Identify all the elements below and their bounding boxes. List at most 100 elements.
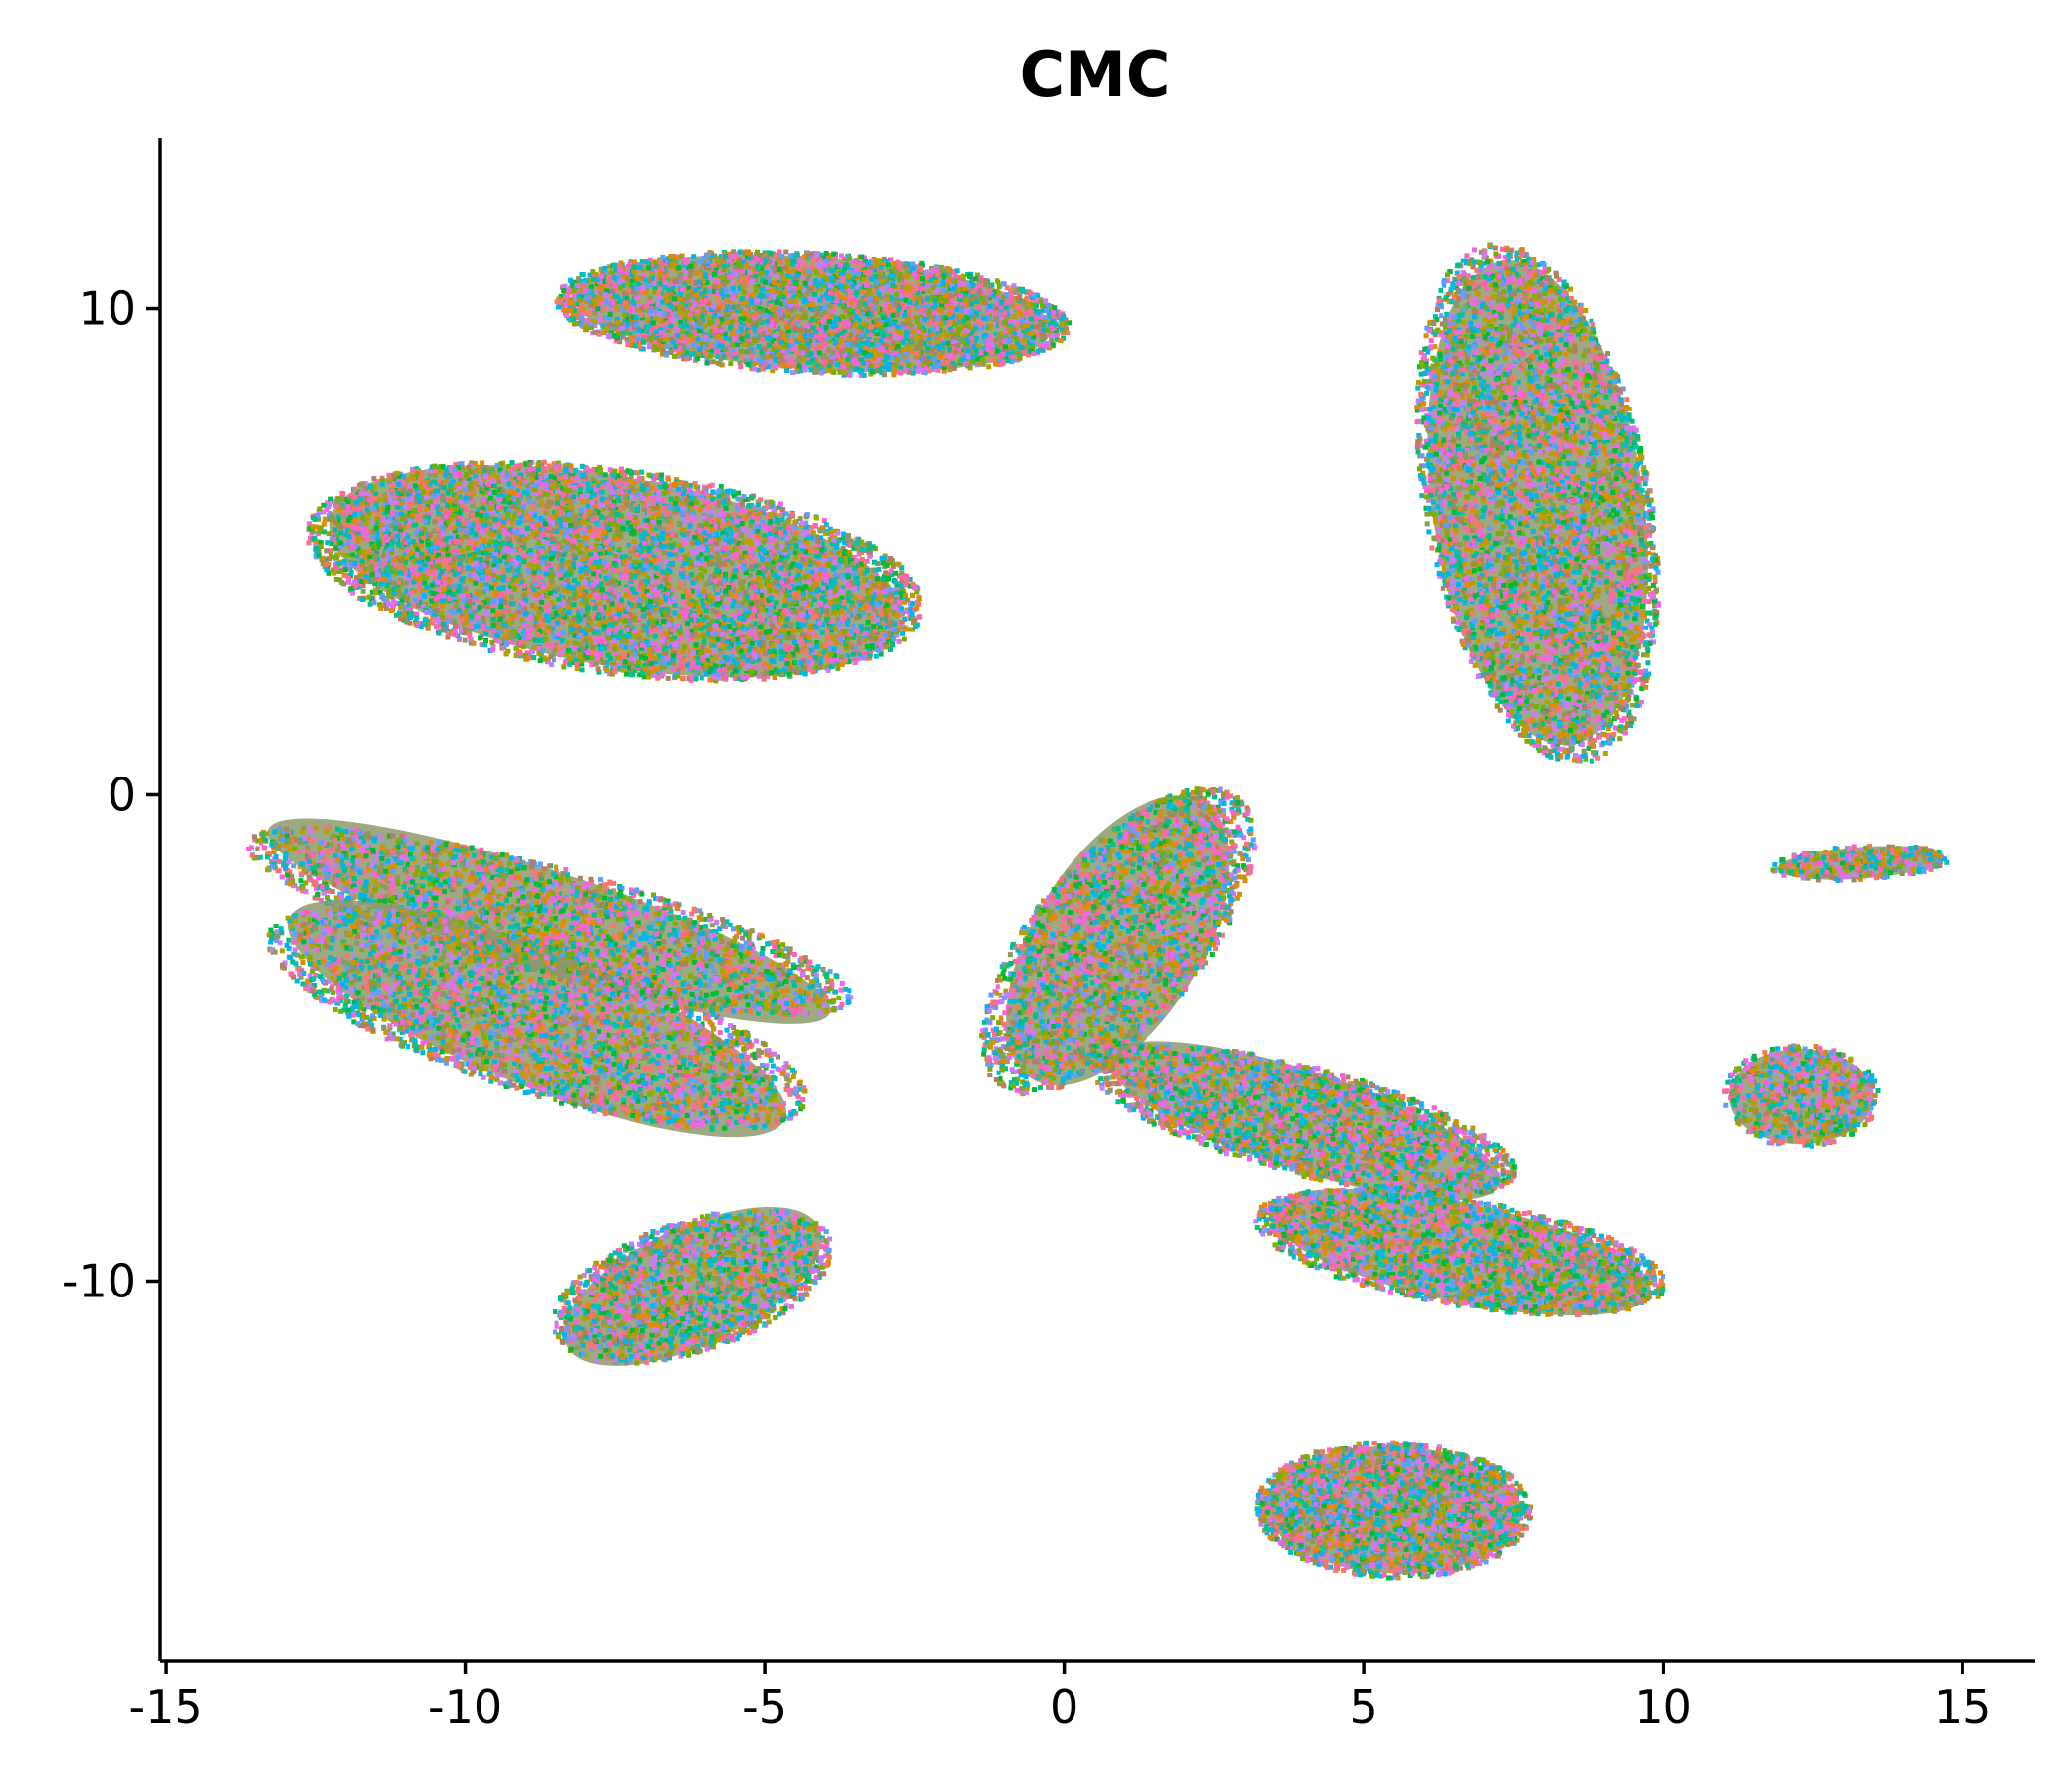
scatter-point [1055,333,1060,337]
cluster-1 [555,240,1072,386]
scatter-point [724,314,729,319]
scatter-point [806,276,811,281]
scatter-point [986,364,991,369]
scatter-point [947,353,952,358]
scatter-point [713,343,718,348]
scatter-point [656,291,661,296]
scatter-point [955,307,960,312]
scatter-point [646,266,651,271]
scatter-point [775,289,779,294]
scatter-point [955,268,960,273]
scatter-point [604,301,609,306]
scatter-point [947,276,952,281]
scatter-point [716,296,721,301]
scatter-point [608,322,613,327]
scatter-point [1029,317,1034,322]
scatter-point [779,254,784,259]
scatter-point [803,323,808,328]
scatter-point [1040,303,1045,308]
scatter-point [790,357,795,362]
scatter-point [1009,309,1014,314]
scatter-point [840,364,845,369]
scatter-point [688,273,693,278]
scatter-point [668,291,673,296]
scatter-point [905,358,910,363]
scatter-point [901,340,906,345]
scatter-point [947,347,952,352]
scatter-point [988,324,993,329]
scatter-point [678,319,683,324]
scatter-point [660,300,665,305]
scatter-point [664,353,669,358]
scatter-point [691,254,696,259]
scatter-point [885,297,890,302]
scatter-point [783,250,788,255]
scatter-point [728,361,733,366]
scatter-point [1016,330,1021,334]
scatter-point [786,361,791,366]
scatter-point [777,267,782,272]
chart-title: CMC [1020,38,1171,111]
scatter-point [1059,338,1064,343]
scatter-point [1033,315,1038,320]
scatter-point [740,296,745,301]
scatter-point [760,367,765,372]
scatter-point [589,284,594,289]
scatter-point [1006,339,1011,344]
scatter-point [711,359,716,364]
scatter-point [589,325,594,330]
scatter-point [697,347,702,352]
scatter-point [767,296,772,301]
scatter-point [711,304,716,309]
scatter-point [673,344,678,349]
scatter-point [572,321,577,326]
scatter-point [658,318,663,323]
scatter-point [713,313,718,318]
scatter-point [808,280,813,285]
scatter-point [939,322,944,327]
scatter-point [1002,311,1007,316]
scatter-point [679,303,684,308]
scatter-point [1039,299,1044,304]
scatter-point [891,372,896,377]
scatter-point [757,344,762,349]
scatter-point [1012,283,1017,288]
scatter-point [834,329,839,333]
scatter-point [1044,308,1049,313]
scatter-point [1017,309,1022,314]
scatter-point [915,305,920,310]
scatter-point [870,342,875,347]
scatter-point [869,276,874,281]
scatter-point [880,347,885,352]
scatter-point [811,325,816,330]
scatter-point [879,352,884,357]
scatter-point [810,307,815,312]
scatter-point [592,311,597,316]
scatter-point [603,315,608,320]
scatter-point [597,318,602,323]
scatter-point [854,314,859,319]
scatter-point [982,316,987,321]
scatter-point [904,329,909,333]
scatter-point [999,322,1003,327]
scatter-point [1024,323,1029,328]
scatter-point [688,269,693,274]
scatter-point [693,288,698,293]
scatter-point [780,359,785,364]
scatter-point [663,293,668,298]
scatter-point [890,283,895,288]
scatter-point [898,371,903,376]
scatter-point [636,281,641,286]
scatter-point [581,272,586,277]
scatter-point [822,353,827,358]
scatter-point [988,337,993,342]
scatter-point [973,326,978,331]
scatter-point [1015,288,1020,293]
scatter-point [888,335,893,340]
scatter-point [796,358,801,363]
scatter-point [967,274,972,279]
scatter-point [904,291,909,296]
scatter-points [246,240,1949,1580]
scatter-point [641,285,646,290]
scatter-point [769,252,774,257]
